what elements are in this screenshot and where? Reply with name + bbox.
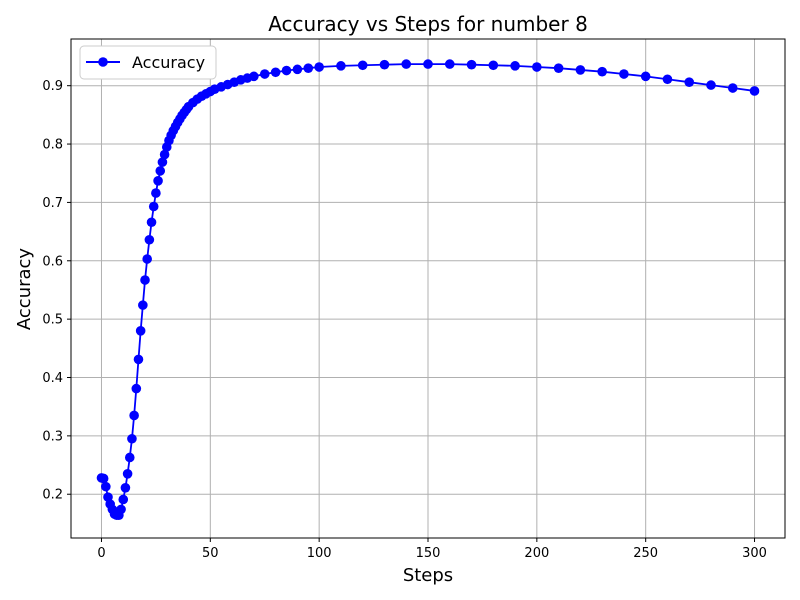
data-point <box>133 354 144 365</box>
data-point <box>357 60 368 71</box>
plot-area: 0 50 100 150 200 250 300 0.2 0.3 0.4 0.5 0.6 0.7 0.8 0… <box>42 38 786 561</box>
x-tick-label: 200 <box>524 546 549 561</box>
data-point <box>292 64 303 75</box>
y-tick-label: 0.3 <box>42 429 63 444</box>
data-point <box>401 59 412 69</box>
legend-marker-swatch <box>98 57 108 67</box>
data-point <box>662 74 673 85</box>
x-tick-label: 50 <box>202 546 219 561</box>
x-tick-label: 150 <box>416 546 441 561</box>
data-point <box>488 60 499 71</box>
data-point <box>120 483 131 493</box>
x-tick-label: 300 <box>742 546 767 561</box>
data-point <box>466 59 477 70</box>
data-point <box>379 59 390 70</box>
data-point <box>444 59 455 69</box>
data-point <box>101 481 111 492</box>
data-point <box>510 61 520 71</box>
data-point <box>135 326 146 336</box>
y-tick-label: 0.5 <box>42 313 63 328</box>
data-point <box>597 66 607 77</box>
data-point <box>706 80 716 90</box>
y-tick-label: 0.9 <box>42 79 63 94</box>
data-point <box>259 69 270 79</box>
chart-title: Accuracy vs Steps for number 8 <box>268 12 588 36</box>
data-point <box>153 176 163 186</box>
data-point <box>157 157 168 167</box>
y-axis-label: Accuracy <box>14 248 35 331</box>
data-point <box>124 452 135 463</box>
data-point <box>249 71 259 82</box>
data-point <box>129 410 139 421</box>
data-point <box>142 254 152 264</box>
data-point <box>140 275 150 285</box>
data-point <box>270 67 281 78</box>
data-point <box>553 63 564 73</box>
data-point <box>116 504 126 515</box>
legend: Accuracy <box>79 45 217 80</box>
y-tick-label: 0.7 <box>42 196 63 211</box>
data-point <box>148 201 159 212</box>
data-point <box>98 473 109 484</box>
data-point <box>131 383 142 394</box>
axes-frame <box>70 38 786 539</box>
data-point <box>159 149 170 160</box>
data-point <box>423 59 433 69</box>
data-point <box>575 65 586 75</box>
data-point <box>146 217 157 228</box>
data-point <box>122 469 133 479</box>
x-tick-label: 100 <box>307 546 332 561</box>
data-point <box>281 65 292 76</box>
y-tick-label: 0.8 <box>42 138 63 153</box>
y-tick-label: 0.4 <box>42 371 63 386</box>
data-point <box>127 433 137 444</box>
data-point <box>727 83 738 93</box>
data-point <box>684 77 695 87</box>
data-point <box>532 62 542 72</box>
x-tick-label: 250 <box>633 546 658 561</box>
data-point <box>619 69 629 79</box>
data-point <box>155 166 166 176</box>
data-point <box>749 86 760 96</box>
data-point <box>151 188 161 198</box>
data-point <box>336 61 346 71</box>
x-axis-label: Steps <box>403 565 453 586</box>
data-point <box>303 63 314 73</box>
data-point <box>640 71 651 82</box>
data-point <box>118 494 129 505</box>
x-tick-label: 0 <box>97 546 105 561</box>
data-point <box>138 300 148 310</box>
legend-label: Accuracy <box>132 53 205 72</box>
y-tick-label: 0.2 <box>42 488 63 503</box>
data-point <box>314 62 324 72</box>
y-tick-label: 0.6 <box>42 254 63 269</box>
data-point <box>144 234 155 245</box>
legend-box <box>79 45 217 80</box>
